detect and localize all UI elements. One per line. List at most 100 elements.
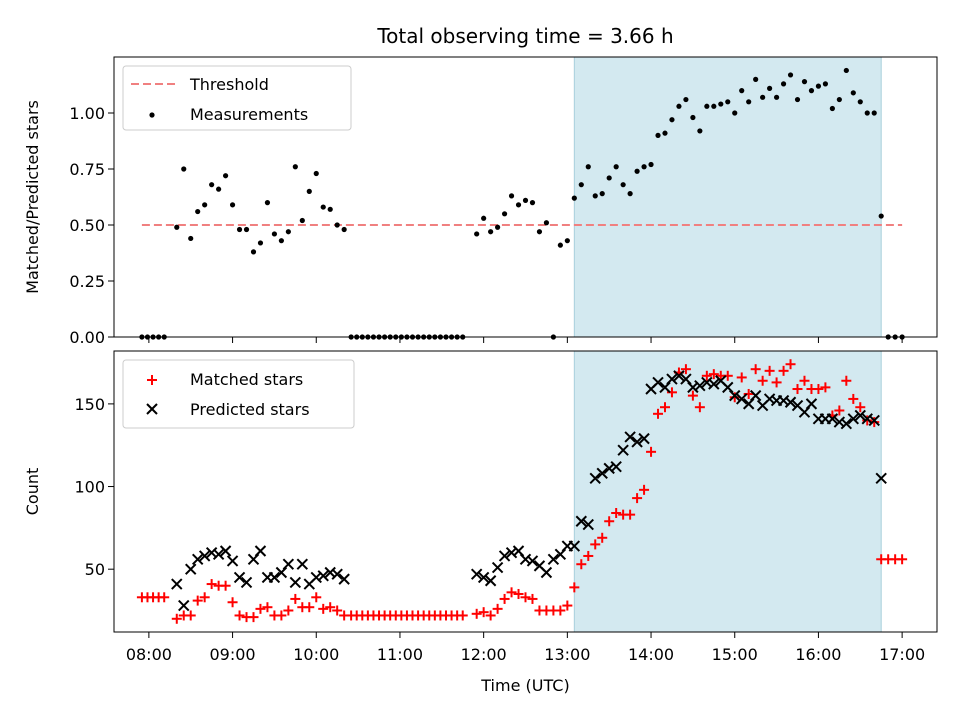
predicted-star-point	[289, 576, 302, 589]
chart-title: Total observing time = 3.66 h	[376, 24, 673, 48]
marker-stroke	[749, 389, 762, 402]
predicted-star-point	[729, 389, 741, 402]
marker-stroke	[331, 568, 343, 580]
matched-star-point	[576, 559, 587, 570]
marker-stroke	[233, 571, 246, 584]
matched-star-point	[764, 365, 775, 376]
marker-stroke	[868, 414, 880, 427]
measurement-point	[620, 182, 626, 188]
marker-stroke	[652, 376, 664, 389]
predicted-star-point	[589, 472, 601, 484]
measurement-point	[216, 186, 222, 192]
y-axis-label: Count	[23, 468, 42, 516]
measurement-point	[648, 161, 654, 168]
legend-matched-label: Matched stars	[190, 370, 303, 389]
matched-star-point	[513, 588, 524, 599]
matched-star-point	[227, 597, 238, 608]
x-tick-label: 11:00	[377, 645, 423, 664]
matched-star-point	[562, 600, 573, 611]
measurement-point	[543, 220, 550, 226]
matched-star-point	[701, 370, 712, 381]
y-axis-label: Matched/Predicted stars	[23, 100, 42, 294]
matched-star-point	[792, 384, 803, 395]
marker-stroke	[547, 553, 560, 565]
legend-marker	[146, 403, 158, 415]
measurement-point	[508, 193, 515, 199]
predicted-star-point	[547, 553, 560, 565]
matched-star-point	[897, 554, 908, 565]
matched-star-point	[290, 593, 301, 604]
measurement-point	[878, 213, 884, 219]
legend-measurements-swatch	[149, 112, 155, 118]
measurement-point	[536, 229, 543, 235]
matched-star-point	[813, 384, 824, 395]
marker-stroke	[729, 389, 741, 402]
y-tick-label: 100	[74, 478, 105, 497]
marker-stroke	[680, 373, 692, 385]
predicted-star-point	[191, 553, 204, 565]
matched-star-point	[855, 402, 866, 413]
marker-stroke	[240, 576, 253, 589]
marker-stroke	[317, 570, 329, 582]
marker-stroke	[638, 432, 650, 445]
predicted-star-point	[652, 376, 664, 389]
matched-star-point	[485, 610, 496, 621]
matched-star-point	[527, 593, 538, 604]
matched-star-point	[171, 613, 182, 624]
matched-star-point	[611, 507, 622, 518]
measurement-point	[850, 90, 856, 96]
measurement-point	[320, 204, 326, 210]
marker-stroke	[470, 568, 483, 580]
marker-stroke	[722, 381, 734, 394]
measurement-point	[306, 188, 312, 194]
y-tick-label: 0.25	[69, 272, 105, 291]
predicted-star-point	[268, 571, 281, 584]
matched-star-point	[639, 484, 650, 495]
matched-star-point	[234, 610, 245, 621]
measurement-point	[243, 226, 250, 233]
measurement-point	[683, 96, 689, 103]
predicted-star-point	[477, 571, 490, 584]
predicted-star-point	[784, 396, 797, 408]
matched-star-point	[159, 592, 170, 603]
predicted-star-point	[178, 599, 190, 612]
predicted-star-point	[338, 573, 350, 585]
predicted-star-point	[736, 393, 748, 405]
matched-star-point	[597, 532, 608, 543]
matched-star-point	[262, 602, 273, 613]
measurement-point	[529, 200, 536, 206]
predicted-star-point	[624, 431, 636, 443]
predicted-star-point	[540, 566, 553, 579]
matched-star-point	[646, 446, 657, 457]
marker-stroke	[854, 409, 866, 422]
marker-stroke	[708, 378, 720, 390]
matched-star-point	[185, 610, 196, 621]
predicted-star-point	[631, 436, 643, 448]
matched-star-point	[729, 392, 740, 403]
predicted-star-point	[868, 414, 880, 427]
marker-stroke	[715, 375, 727, 387]
y-tick-label: 0.75	[69, 160, 105, 179]
count-panel: 50 100 150 08:00 09:00 10:00 11:00 12:00 13:00 1…	[23, 350, 938, 695]
matched-star-point	[604, 516, 615, 527]
predicted-star-point	[331, 568, 343, 580]
marker-stroke	[296, 558, 309, 570]
predicted-star-point	[826, 413, 839, 425]
matched-star-point	[841, 375, 852, 386]
matched-star-point	[653, 408, 664, 419]
measurement-point	[655, 132, 661, 138]
plot-frame	[113, 350, 938, 633]
marker-stroke	[512, 545, 525, 557]
predicted-star-point	[484, 575, 497, 587]
matched-star-point	[834, 405, 845, 416]
predicted-star-point	[840, 418, 853, 430]
matched-star-point	[632, 493, 643, 504]
measurement-point	[585, 164, 591, 170]
matched-star-point	[778, 365, 789, 376]
marker-stroke	[603, 462, 615, 475]
x-tick-label: 09:00	[210, 645, 256, 664]
matched-star-point	[799, 375, 810, 386]
marker-stroke	[575, 515, 588, 527]
marker-stroke	[610, 460, 622, 473]
marker-stroke	[847, 413, 860, 425]
